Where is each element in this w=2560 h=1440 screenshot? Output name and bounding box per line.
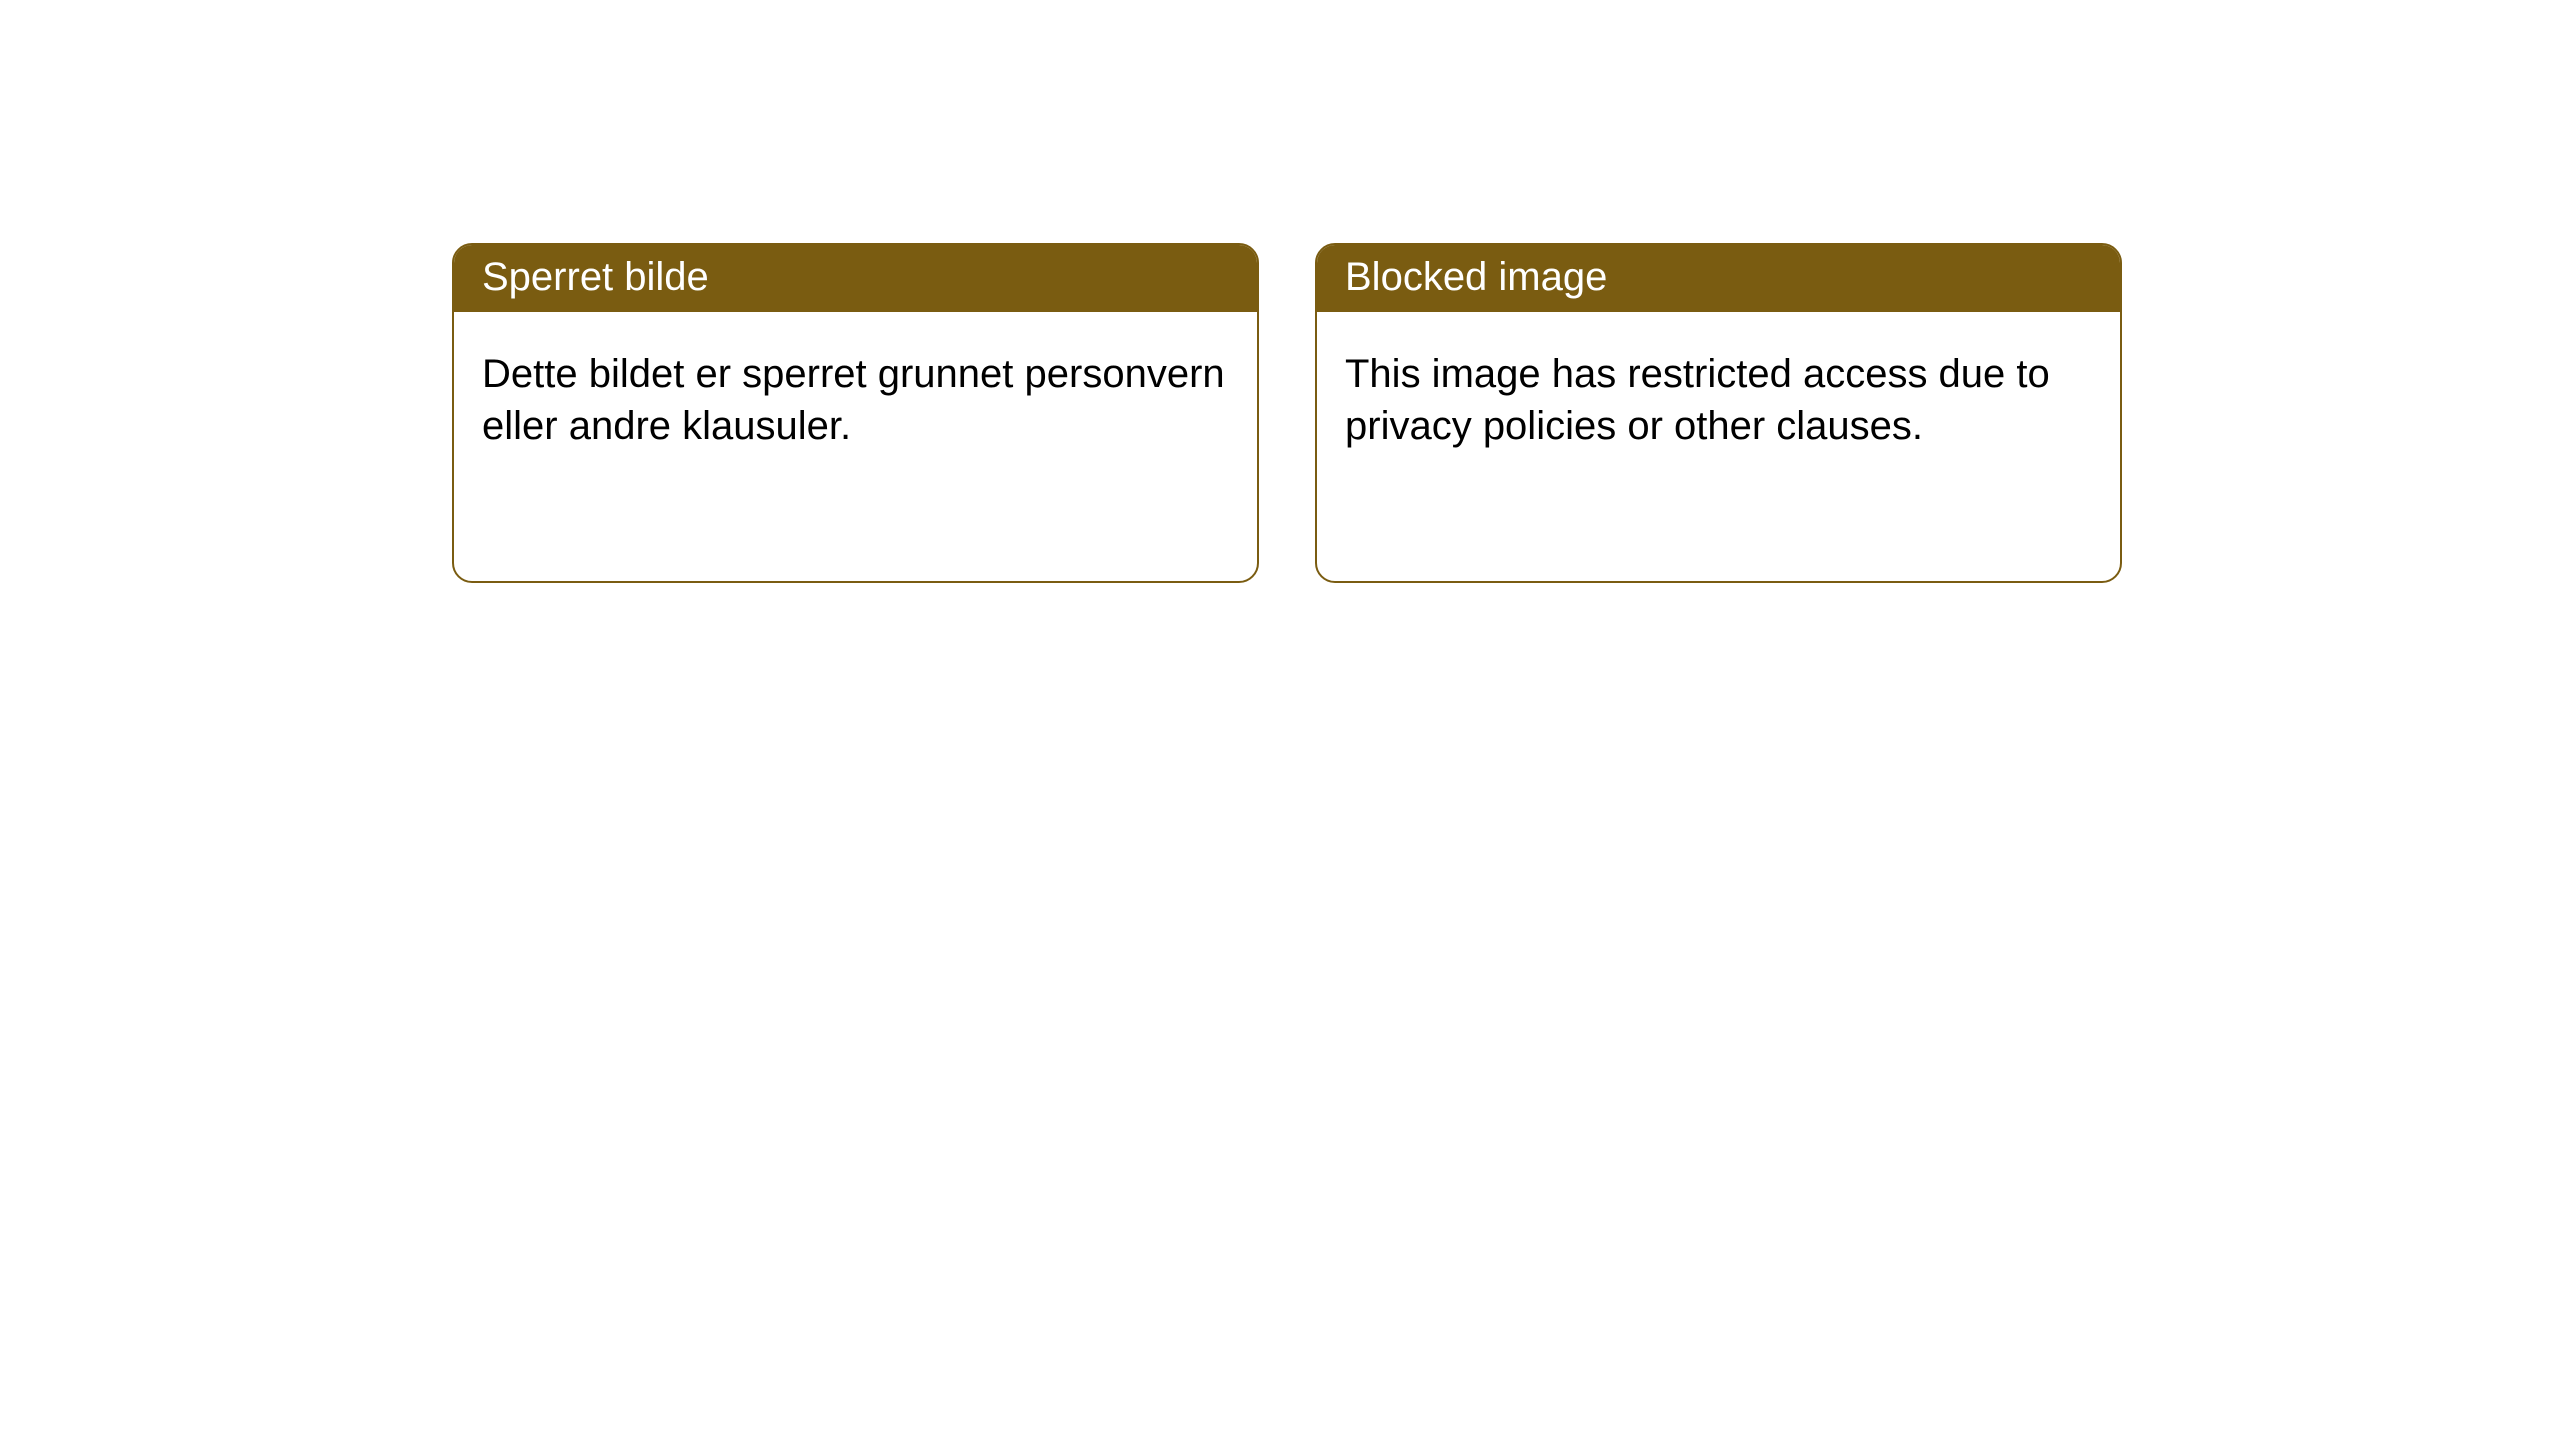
notice-container: Sperret bilde Dette bildet er sperret gr… — [0, 0, 2560, 583]
notice-body: Dette bildet er sperret grunnet personve… — [454, 312, 1257, 480]
notice-body-text: Dette bildet er sperret grunnet personve… — [482, 352, 1225, 448]
notice-header: Blocked image — [1317, 245, 2120, 312]
notice-card-norwegian: Sperret bilde Dette bildet er sperret gr… — [452, 243, 1259, 583]
notice-header: Sperret bilde — [454, 245, 1257, 312]
notice-title: Blocked image — [1345, 255, 1607, 299]
notice-body: This image has restricted access due to … — [1317, 312, 2120, 480]
notice-body-text: This image has restricted access due to … — [1345, 352, 2050, 448]
notice-card-english: Blocked image This image has restricted … — [1315, 243, 2122, 583]
notice-title: Sperret bilde — [482, 255, 709, 299]
